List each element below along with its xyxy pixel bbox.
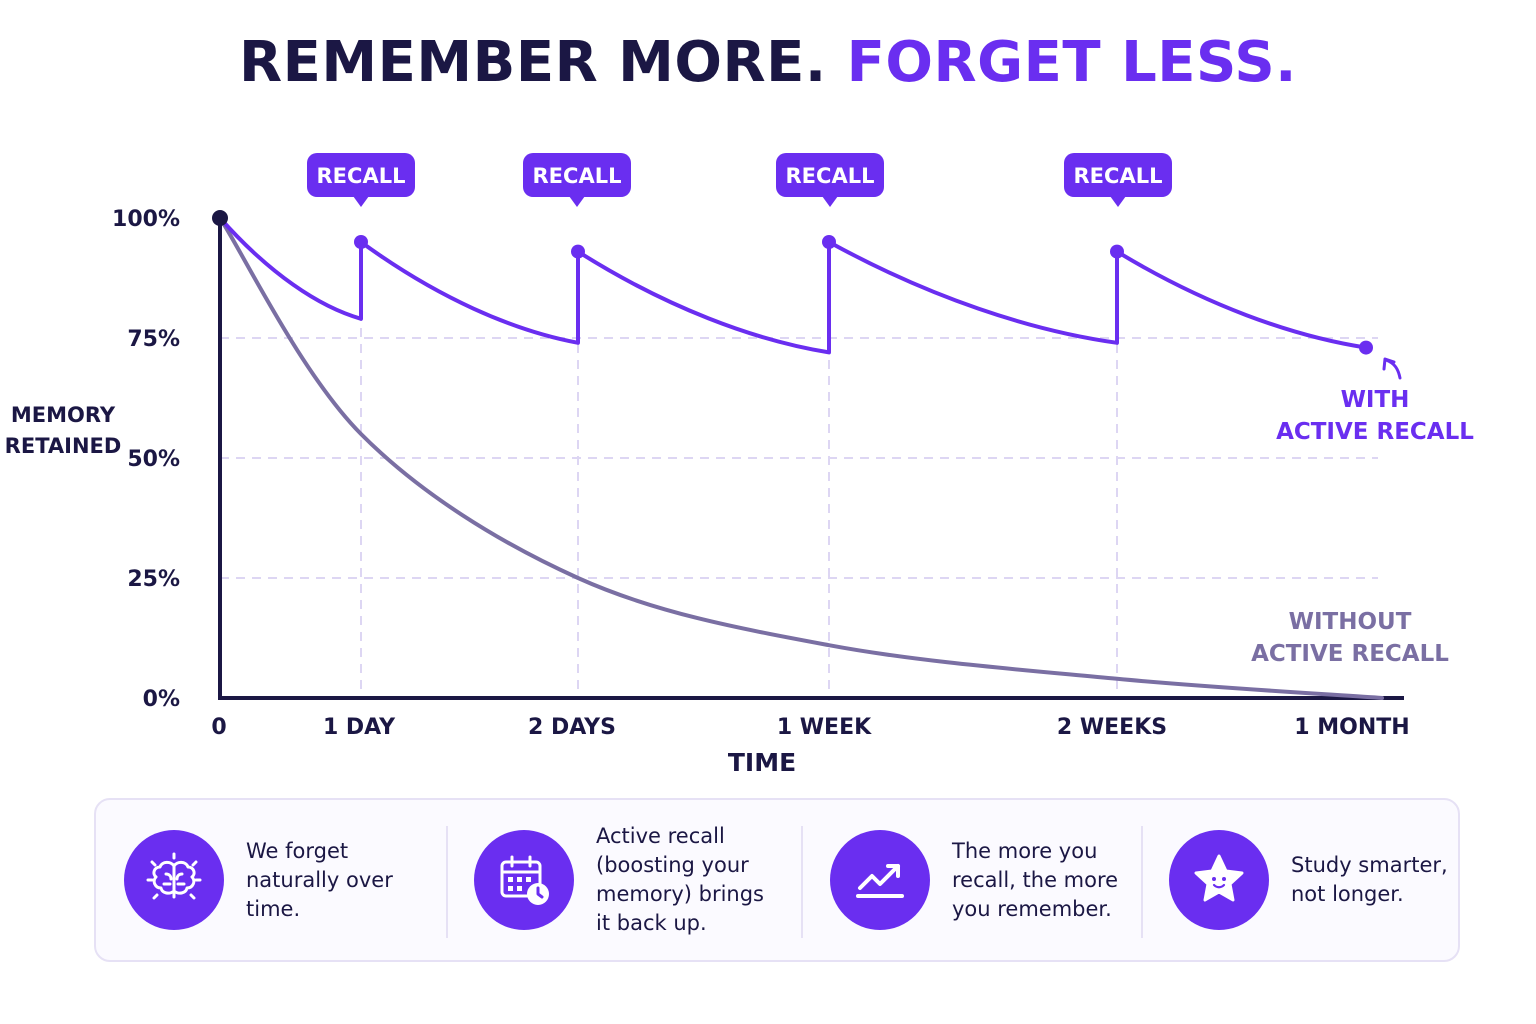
recall-badge <box>307 153 415 197</box>
recall-point <box>571 244 585 259</box>
title-part-2: FORGET LESS. <box>846 30 1297 95</box>
recall-point <box>822 235 836 249</box>
start-point <box>212 210 228 226</box>
info-text-recall: Active recall (boosting your memory) bri… <box>596 824 764 935</box>
recall-badge <box>1064 153 1172 197</box>
y-axis-label: MEMORY RETAINED <box>4 403 122 458</box>
y-tick-label: 0% <box>143 687 180 712</box>
star-smile-icon <box>1169 830 1269 930</box>
page-title: REMEMBER MORE. FORGET LESS. <box>0 30 1536 95</box>
recall-badge <box>523 153 631 197</box>
recall-badge-label: RECALL <box>533 164 622 188</box>
recall-badge-pointer <box>569 196 585 207</box>
recall-point <box>354 235 368 249</box>
series-line-with-recall <box>218 216 1367 355</box>
divider <box>446 826 448 938</box>
y-tick-label: 25% <box>127 567 180 592</box>
x-axis-label: TIME <box>727 748 797 777</box>
info-panel: We forget naturally over time. Active re… <box>94 798 1460 962</box>
calendar-clock-icon <box>474 830 574 930</box>
info-item-recall: Active recall (boosting your memory) bri… <box>474 800 764 960</box>
title-part-1: REMEMBER MORE. <box>239 30 827 95</box>
recall-badge <box>776 153 884 197</box>
series-line-without-recall <box>218 216 1384 700</box>
x-tick-label: 2 WEEKS <box>1057 715 1167 740</box>
series-label-without-recall: WITHOUT ACTIVE RECALL <box>1251 609 1449 667</box>
x-tick-label: 1 MONTH <box>1294 715 1409 740</box>
x-tick-label: 2 DAYS <box>528 715 616 740</box>
y-tick-label: 50% <box>127 447 180 472</box>
y-tick-label: 100% <box>112 207 180 232</box>
recall-badge-pointer <box>353 196 369 207</box>
arrow-head-icon <box>1382 357 1396 371</box>
recall-point <box>1110 244 1124 259</box>
info-text-forget: We forget naturally over time. <box>246 838 393 921</box>
recall-badge-pointer <box>822 196 838 207</box>
info-item-forget: We forget naturally over time. <box>124 800 393 960</box>
info-text-more: The more you recall, the more you rememb… <box>952 838 1119 921</box>
info-item-more: The more you recall, the more you rememb… <box>830 800 1118 960</box>
end-point <box>1359 340 1373 355</box>
info-item-smarter: Study smarter, not longer. <box>1169 800 1448 960</box>
recall-badge-label: RECALL <box>786 164 875 188</box>
y-tick-label: 75% <box>127 327 180 352</box>
retention-chart: 100% 75% 50% 25% 0% 0 1 DAY 2 DAYS 1 WEEK 2 WEEKS… <box>112 153 1410 740</box>
recall-badge-label: RECALL <box>317 164 406 188</box>
series-label-with-recall: WITH ACTIVE RECALL <box>1276 387 1474 445</box>
x-tick-label: 1 WEEK <box>777 715 872 740</box>
x-tick-label: 1 DAY <box>323 715 396 740</box>
divider <box>1141 826 1143 938</box>
brain-icon <box>124 830 224 930</box>
trend-up-icon <box>830 830 930 930</box>
recall-badge-pointer <box>1110 196 1126 207</box>
recall-badge-label: RECALL <box>1074 164 1163 188</box>
info-text-smarter: Study smarter, not longer. <box>1291 853 1448 906</box>
divider <box>801 826 803 938</box>
x-tick-label: 0 <box>211 715 226 740</box>
